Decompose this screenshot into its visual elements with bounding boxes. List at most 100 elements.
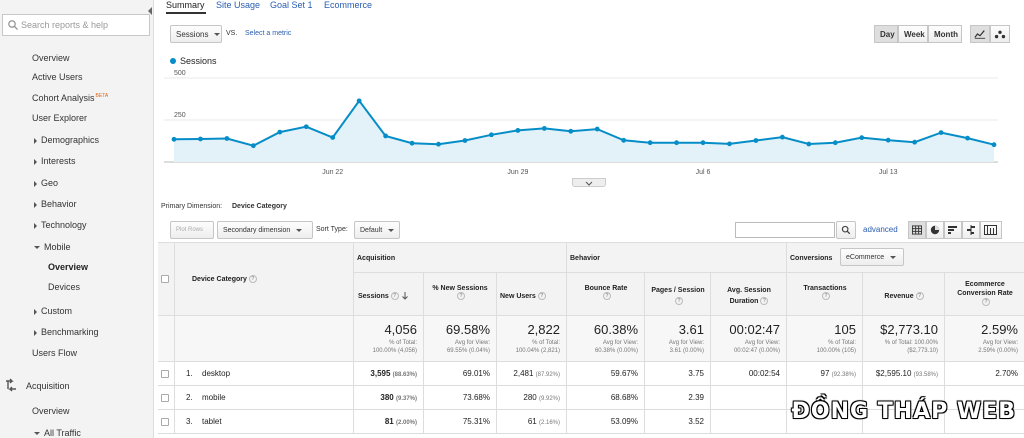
row-checkbox[interactable] — [161, 370, 169, 378]
sidebar-item-acquisition[interactable]: Acquisition — [26, 381, 70, 391]
sidebar-item-user-explorer[interactable]: User Explorer — [32, 113, 88, 123]
collapse-sidebar-icon[interactable] — [146, 0, 154, 22]
chart-point[interactable] — [938, 130, 944, 135]
chart-point[interactable] — [171, 136, 177, 142]
sidebar-item-demographics[interactable]: Demographics — [34, 135, 99, 145]
sidebar-item-all-traffic[interactable]: All Traffic — [34, 428, 81, 438]
sidebar-item-custom[interactable]: Custom — [34, 306, 72, 316]
chart-point[interactable] — [965, 135, 970, 141]
row-checkbox[interactable] — [161, 418, 169, 426]
total-subtext: Avg for View: 3.61 (0.00%) — [668, 340, 704, 354]
advanced-filter-link[interactable]: advanced — [863, 225, 898, 234]
chart-point[interactable] — [489, 132, 494, 138]
total-value: 60.38% — [593, 322, 638, 337]
chart-point[interactable] — [568, 128, 574, 134]
column-header-conversion-rate[interactable]: Ecommerce Conversion Rate? — [948, 280, 1022, 307]
sidebar-item-active-users[interactable]: Active Users — [32, 72, 83, 82]
chart-point[interactable] — [356, 98, 362, 104]
chart-point[interactable] — [859, 135, 865, 141]
sidebar-item-mobile-overview[interactable]: Overview — [48, 262, 89, 272]
sidebar-item-technology[interactable]: Technology — [34, 220, 87, 230]
chart-point[interactable] — [727, 141, 732, 147]
chart-point[interactable] — [303, 124, 309, 130]
chart-point[interactable] — [409, 140, 415, 146]
chart-point[interactable] — [515, 128, 521, 133]
sidebar-item-users-flow[interactable]: Users Flow — [32, 348, 78, 358]
column-header-new-users[interactable]: New Users? — [500, 292, 564, 300]
tab-ecommerce[interactable]: Ecommerce — [324, 0, 373, 10]
sort-type-label: Sort Type: — [316, 226, 348, 233]
chart-point[interactable] — [991, 142, 997, 148]
column-header-pages-session[interactable]: Pages / Session? — [648, 285, 708, 307]
chart-point[interactable] — [753, 138, 759, 143]
chart-point[interactable] — [330, 135, 336, 140]
select-all-checkbox[interactable] — [161, 275, 169, 283]
chart-point[interactable] — [779, 134, 785, 140]
sidebar-item-geo[interactable]: Geo — [34, 178, 58, 188]
comparison-view-button[interactable] — [962, 221, 980, 239]
row-device-link[interactable]: tablet — [202, 417, 222, 426]
select-metric-link[interactable]: Select a metric — [245, 30, 292, 37]
chart-point[interactable] — [832, 140, 838, 146]
sidebar-item-mobile[interactable]: Mobile — [34, 242, 71, 252]
secondary-dimension-select[interactable]: Secondary dimension — [217, 221, 313, 239]
tab-goal-set-1[interactable]: Goal Set 1 — [270, 0, 313, 10]
chart-point[interactable] — [885, 137, 891, 143]
column-header-revenue[interactable]: Revenue? — [866, 292, 942, 300]
sidebar-item-overview[interactable]: Overview — [32, 53, 70, 63]
tab-site-usage[interactable]: Site Usage — [216, 0, 261, 10]
conversion-type-select[interactable]: eCommerce — [840, 248, 904, 266]
column-header-avg-session-duration[interactable]: Avg. Session Duration? — [714, 285, 784, 307]
column-header-transactions[interactable]: Transactions? — [790, 285, 860, 300]
table-filter-input[interactable] — [735, 222, 835, 238]
device-category-header[interactable]: Device Category? — [192, 275, 257, 283]
plot-rows-button[interactable]: Plot Rows — [170, 221, 214, 239]
column-header-new-sessions[interactable]: % New Sessions? — [426, 285, 494, 300]
day-button[interactable]: Day — [874, 25, 898, 43]
column-header-bounce-rate[interactable]: Bounce Rate? — [570, 285, 642, 300]
week-button[interactable]: Week — [898, 25, 928, 43]
chart-point[interactable] — [700, 140, 706, 146]
chart-point[interactable] — [541, 126, 547, 131]
chart-point[interactable] — [594, 126, 600, 132]
chart-point[interactable] — [621, 137, 627, 143]
tab-summary[interactable]: Summary — [166, 0, 205, 10]
chart-point[interactable] — [647, 140, 653, 146]
metric-select[interactable]: Sessions — [170, 25, 222, 43]
primary-dimension-value[interactable]: Device Category — [232, 203, 287, 210]
row-device-link[interactable]: mobile — [202, 393, 226, 402]
chart-point[interactable] — [912, 139, 918, 145]
chart-point[interactable] — [250, 143, 256, 149]
column-header-sessions[interactable]: Sessions? — [358, 292, 420, 300]
chart-point[interactable] — [277, 129, 283, 135]
sidebar-item-cohort-analysis[interactable]: Cohort AnalysisBETA — [32, 93, 108, 103]
chart-resize-handle[interactable] — [572, 178, 606, 187]
chart-point[interactable] — [674, 140, 679, 146]
chart-point[interactable] — [462, 138, 468, 143]
table-view-button[interactable] — [908, 221, 926, 239]
performance-view-button[interactable] — [944, 221, 962, 239]
chart-point[interactable] — [224, 136, 230, 141]
pie-view-button[interactable] — [926, 221, 944, 239]
month-button[interactable]: Month — [928, 25, 962, 43]
sidebar-item-acq-overview[interactable]: Overview — [32, 406, 70, 416]
line-chart-button[interactable] — [970, 25, 990, 43]
row-checkbox[interactable] — [161, 394, 169, 402]
pivot-view-button[interactable] — [980, 221, 1002, 239]
column-header-label: Sessions — [358, 292, 389, 300]
metric-select-value: Sessions — [176, 29, 209, 39]
row-device-link[interactable]: desktop — [202, 369, 231, 378]
motion-chart-button[interactable] — [990, 25, 1010, 43]
sidebar-item-benchmarking[interactable]: Benchmarking — [34, 327, 99, 337]
search-input[interactable]: Search reports & help — [2, 14, 150, 36]
sidebar-item-behavior[interactable]: Behavior — [34, 199, 77, 209]
chart-point[interactable] — [383, 133, 389, 139]
x-tick-label: Jun 29 — [507, 169, 528, 176]
chart-point[interactable] — [198, 136, 203, 142]
chart-point[interactable] — [806, 141, 812, 147]
chart-point[interactable] — [436, 141, 441, 147]
sidebar-item-interests[interactable]: Interests — [34, 156, 76, 166]
sidebar-item-devices[interactable]: Devices — [48, 282, 81, 292]
table-search-button[interactable] — [836, 221, 856, 239]
sort-type-select[interactable]: Default — [354, 221, 400, 239]
